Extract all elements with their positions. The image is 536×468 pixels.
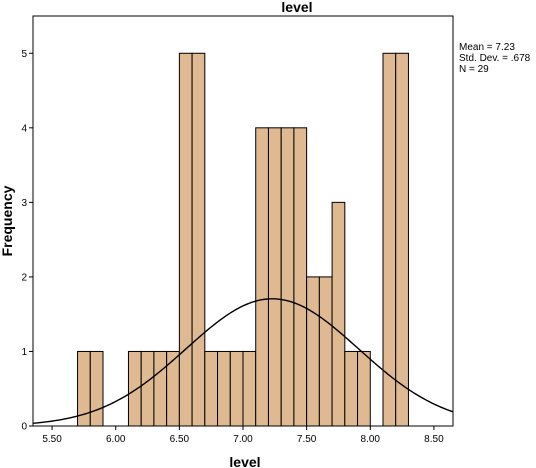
chart-title: level <box>281 0 312 15</box>
x-tick-label: 6.50 <box>170 434 190 445</box>
histogram-bar <box>217 350 231 427</box>
histogram-bar <box>331 201 346 427</box>
histogram-bar <box>293 127 308 427</box>
histogram-bar <box>229 350 244 427</box>
histogram-bar <box>178 52 193 427</box>
histogram-bar <box>255 127 269 427</box>
stats-legend: Mean = 7.23 Std. Dev. = .678 N = 29 <box>459 42 531 75</box>
x-axis-ticks: 5.50 6.00 6.50 7.00 7.50 8.00 8.50 <box>42 426 444 445</box>
histogram-bar <box>204 350 219 427</box>
histogram-bar <box>89 350 104 427</box>
y-tick-label: 4 <box>21 123 27 134</box>
x-tick-label: 5.50 <box>42 434 62 445</box>
histogram-bar <box>382 52 397 427</box>
x-tick-label: 7.50 <box>297 434 317 445</box>
histogram-bar <box>166 350 180 427</box>
x-tick-label: 6.00 <box>106 434 126 445</box>
x-tick-label: 7.00 <box>233 434 253 445</box>
histogram-bar <box>357 350 371 427</box>
histogram-bar <box>344 350 359 427</box>
stat-mean: Mean = 7.23 <box>459 42 515 53</box>
histogram-bar <box>395 52 409 427</box>
y-tick-label: 5 <box>21 49 27 60</box>
x-tick-label: 8.50 <box>424 434 444 445</box>
histogram-bar <box>318 276 333 427</box>
y-axis-label: Frequency <box>0 185 15 256</box>
histogram-bar <box>127 350 142 427</box>
histogram-bar <box>242 350 257 427</box>
x-axis-label: level <box>229 454 260 468</box>
y-tick-label: 3 <box>21 198 27 209</box>
y-tick-label: 1 <box>21 347 27 358</box>
y-axis-ticks: 0 1 2 3 4 5 <box>21 49 33 433</box>
histogram-bar <box>191 52 206 427</box>
y-tick-label: 2 <box>21 272 27 283</box>
stat-n: N = 29 <box>459 64 489 75</box>
normal-curve <box>32 298 454 424</box>
y-tick-label: 0 <box>21 422 27 433</box>
stat-std-dev: Std. Dev. = .678 <box>459 53 531 64</box>
histogram-bar <box>280 127 295 427</box>
histogram-bar <box>140 350 155 427</box>
histogram-bar <box>267 127 282 427</box>
histogram-bar <box>153 350 168 427</box>
histogram-bars <box>77 52 409 427</box>
x-tick-label: 8.00 <box>361 434 381 445</box>
histogram-bar <box>306 276 320 427</box>
